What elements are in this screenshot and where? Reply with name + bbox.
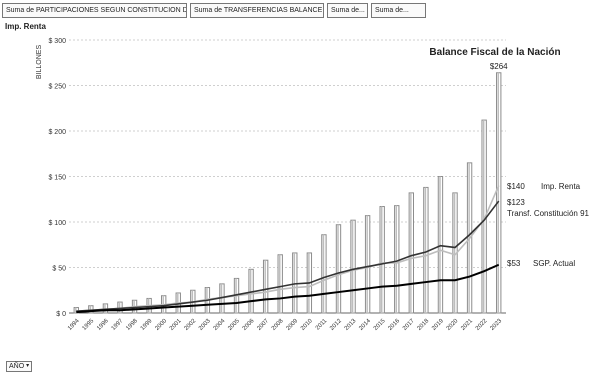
y-tick-label: $ 250	[48, 84, 66, 91]
bar-shading	[351, 220, 354, 313]
bar-shading	[220, 283, 223, 313]
y-tick-label: $ 100	[48, 220, 66, 227]
y-tick-label: $ 0	[56, 311, 66, 318]
x-tick-label: 1995	[82, 318, 96, 332]
bar-shading	[482, 120, 485, 313]
x-tick-label: 2013	[344, 318, 358, 332]
x-tick-label: 2007	[256, 318, 270, 332]
x-tick-label: 1996	[96, 318, 110, 332]
bar-shading	[380, 206, 383, 313]
chart-title: Balance Fiscal de la Nación	[429, 47, 560, 58]
y-tick-label: $ 200	[48, 129, 66, 136]
pivot-field-bar: Suma de PARTICIPACIONES SEGUN CONSTITUCI…	[2, 3, 426, 18]
y-tick-label: $ 50	[52, 266, 66, 273]
y-tick-label: $ 150	[48, 175, 66, 182]
y-axis-label: BILLONES	[36, 45, 43, 80]
bar-shading	[75, 307, 77, 313]
x-tick-label: 2009	[286, 318, 300, 332]
series-field-label: Imp. Renta	[5, 22, 46, 31]
x-tick-label: 2023	[489, 318, 503, 332]
x-tick-label: 2015	[373, 318, 387, 332]
annotation-name: Transf. Constitución 91	[507, 209, 590, 218]
bar-shading	[279, 254, 281, 313]
bar-shading	[453, 192, 456, 313]
annotation-value: $53	[507, 259, 521, 268]
x-tick-label: 2022	[475, 318, 489, 332]
year-filter-label: AÑO	[9, 363, 25, 370]
dropdown-arrow-icon: ▾	[26, 363, 30, 369]
bar-shading	[439, 176, 441, 313]
x-tick-label: 2003	[198, 318, 212, 332]
x-tick-label: 2002	[184, 318, 198, 332]
bar-shading	[366, 215, 368, 313]
x-tick-label: 1998	[125, 318, 139, 332]
annotation-name: SGP. Actual	[533, 259, 575, 268]
field-button-transferencias[interactable]: Suma de TRANSFERENCIAS BALANCE FISCAL	[190, 3, 324, 18]
bar-shading	[89, 305, 92, 313]
x-tick-label: 2008	[271, 318, 285, 332]
field-button-suma-4[interactable]: Suma de...	[371, 3, 426, 18]
x-tick-label: 2012	[329, 318, 343, 332]
x-tick-label: 2021	[460, 318, 474, 332]
x-tick-label: 2018	[417, 318, 431, 332]
x-tick-label: 2001	[169, 318, 183, 332]
bar-shading	[293, 252, 296, 313]
y-tick-label: $ 300	[48, 38, 66, 45]
field-button-participaciones[interactable]: Suma de PARTICIPACIONES SEGUN CONSTITUCI…	[2, 3, 187, 18]
x-tick-label: 2019	[431, 318, 445, 332]
annotation-value: $123	[507, 198, 525, 207]
x-tick-label: 2010	[300, 318, 314, 332]
x-tick-label: 2014	[358, 318, 372, 332]
annotation-value: $140	[507, 182, 525, 191]
x-tick-label: 1997	[111, 318, 125, 332]
x-tick-label: 2005	[227, 318, 241, 332]
x-tick-label: 2006	[242, 318, 256, 332]
x-tick-label: 1999	[140, 318, 154, 332]
bar-shading	[249, 269, 252, 313]
series-line	[76, 185, 500, 312]
x-tick-label: 2011	[315, 318, 329, 332]
x-tick-label: 2000	[154, 318, 168, 332]
annotation-name: Imp. Renta	[541, 182, 581, 191]
field-button-suma-3[interactable]: Suma de...	[327, 3, 368, 18]
year-filter-button[interactable]: AÑO ▾	[6, 361, 33, 372]
bar-top-label: $264	[490, 62, 508, 71]
bar-shading	[104, 303, 106, 313]
x-tick-label: 1994	[67, 318, 81, 332]
bar-shading	[337, 224, 339, 313]
series-line	[76, 200, 500, 312]
bar-shading	[424, 187, 427, 313]
x-tick-label: 2017	[402, 318, 416, 332]
bar-shading	[497, 72, 499, 313]
bar-shading	[322, 234, 325, 313]
x-tick-label: 2004	[213, 318, 227, 332]
x-tick-label: 2016	[387, 318, 401, 332]
series-line	[76, 263, 500, 314]
bar-shading	[395, 205, 398, 313]
bar-shading	[264, 260, 266, 313]
x-tick-label: 2020	[446, 318, 460, 332]
bar-shading	[118, 302, 121, 313]
bar-shading	[410, 192, 412, 313]
